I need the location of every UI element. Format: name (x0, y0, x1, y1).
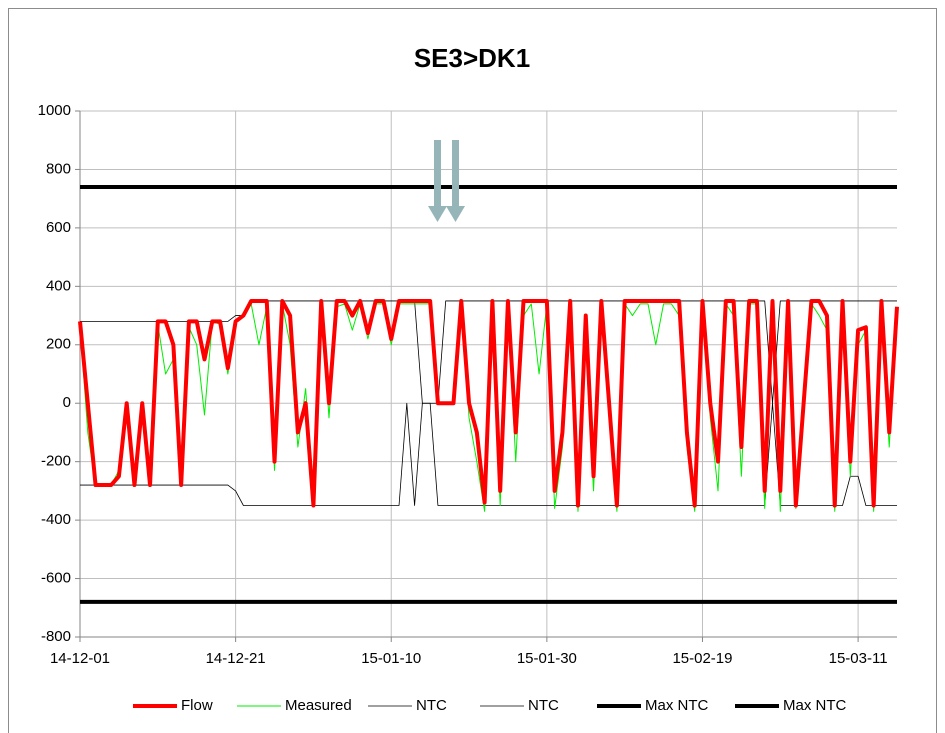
x-tick-label: 15-01-10 (361, 650, 421, 667)
x-tick-label: 15-01-30 (517, 650, 577, 667)
plot-area (75, 110, 899, 642)
x-tick-label: 14-12-21 (206, 650, 266, 667)
y-tick-label: 0 (63, 394, 71, 411)
legend-label: Max NTC (645, 697, 709, 714)
legend-label: Measured (285, 697, 352, 714)
y-tick-label: 200 (46, 336, 71, 353)
annotation-arrows (428, 140, 465, 222)
legend-label: NTC (528, 697, 559, 714)
y-tick-label: 800 (46, 160, 71, 177)
legend-label: Flow (181, 697, 213, 714)
x-tick-label: 15-02-19 (672, 650, 732, 667)
series-line (80, 402, 897, 506)
chart-title: SE3>DK1 (414, 43, 530, 73)
arrow-head (428, 206, 447, 222)
arrow-head (446, 206, 465, 222)
legend-label: NTC (416, 697, 447, 714)
arrow-shaft (434, 140, 441, 208)
x-tick-label: 15-03-11 (829, 650, 888, 667)
arrow-shaft (452, 140, 459, 208)
legend-label: Max NTC (783, 697, 847, 714)
y-tick-label: 600 (46, 219, 71, 236)
x-tick-label: 14-12-01 (50, 650, 110, 667)
y-tick-label: 1000 (38, 102, 71, 119)
series-line (78, 298, 899, 508)
y-tick-label: -400 (41, 511, 71, 528)
y-tick-label: -800 (41, 628, 71, 645)
y-tick-label: -600 (41, 570, 71, 587)
y-tick-label: -200 (41, 453, 71, 470)
chart-border (8, 8, 937, 733)
y-tick-label: 400 (46, 277, 71, 294)
